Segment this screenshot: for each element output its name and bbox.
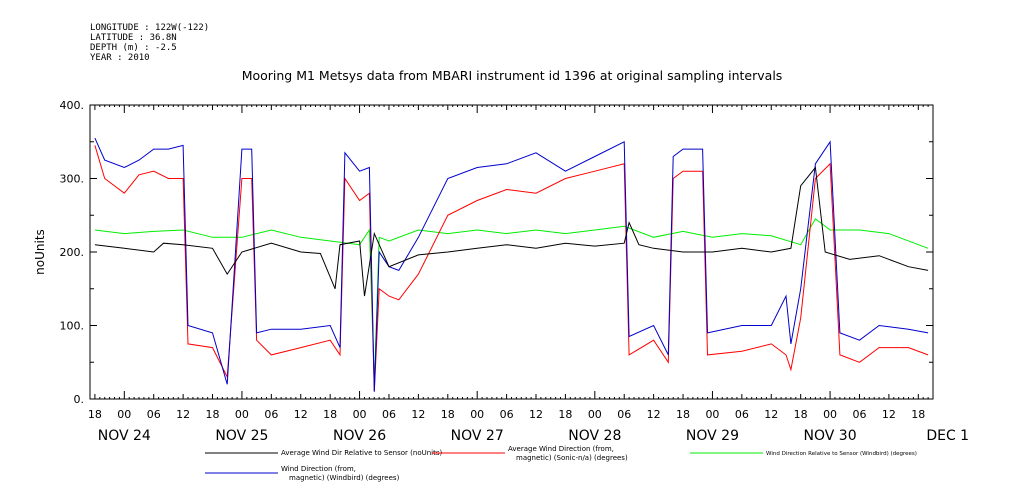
header-info: LONGITUDE : 122W(-122) LATITUDE : 36.8N … bbox=[90, 23, 209, 63]
day-label: NOV 24 bbox=[98, 428, 151, 444]
x-tick-label: 18 bbox=[88, 408, 102, 421]
x-tick-label: 00 bbox=[353, 408, 367, 421]
x-tick-label: 18 bbox=[323, 408, 337, 421]
x-tick-label: 00 bbox=[705, 408, 719, 421]
series-line-3 bbox=[94, 137, 929, 392]
legend-label-1: Average Wind Direction (from, magnetic) (… bbox=[508, 445, 628, 462]
x-tick-label: 00 bbox=[823, 408, 837, 421]
depth-label: DEPTH (m) : -2.5 bbox=[90, 43, 177, 53]
x-tick-label: 12 bbox=[882, 408, 896, 421]
y-axis-label: noUnits bbox=[33, 229, 47, 275]
x-tick-label: 12 bbox=[529, 408, 543, 421]
x-tick-label: 12 bbox=[411, 408, 425, 421]
day-label: NOV 30 bbox=[804, 428, 857, 444]
y-tick-label: 400. bbox=[60, 99, 85, 112]
day-label: NOV 25 bbox=[215, 428, 268, 444]
x-tick-label: 18 bbox=[794, 408, 808, 421]
x-tick-label: 18 bbox=[911, 408, 925, 421]
x-tick-label: 18 bbox=[441, 408, 455, 421]
x-tick-label: 12 bbox=[294, 408, 308, 421]
x-axis: 18 00 06 12 18 00 06 12 18 00 06 12 18 00 06 12 18 00 06 12… bbox=[88, 105, 969, 444]
legend-label-3: Wind Direction (from, magnetic) (Windbird… bbox=[281, 465, 400, 482]
series-line-1 bbox=[94, 145, 929, 392]
x-tick-label: 00 bbox=[588, 408, 602, 421]
x-tick-label: 06 bbox=[852, 408, 866, 421]
x-tick-label: 12 bbox=[176, 408, 190, 421]
x-tick-label: 00 bbox=[235, 408, 249, 421]
day-label: DEC 1 bbox=[926, 428, 969, 444]
x-tick-label: 18 bbox=[558, 408, 572, 421]
year-label: YEAR : 2010 bbox=[90, 53, 150, 63]
latitude-label: LATITUDE : 36.8N bbox=[90, 33, 177, 43]
plot-series bbox=[94, 137, 929, 392]
x-tick-label: 06 bbox=[617, 408, 631, 421]
x-tick-label: 18 bbox=[206, 408, 220, 421]
y-tick-label: 0. bbox=[74, 393, 85, 406]
legend-label-0: Average Wind Dir Relative to Sensor (noU… bbox=[281, 449, 442, 457]
y-tick-label: 300. bbox=[60, 173, 85, 186]
longitude-label: LONGITUDE : 122W(-122) bbox=[90, 23, 209, 33]
series-line-2 bbox=[94, 218, 929, 385]
y-tick-label: 100. bbox=[60, 320, 85, 333]
x-tick-label: 12 bbox=[764, 408, 778, 421]
x-tick-label: 06 bbox=[382, 408, 396, 421]
y-axis: 0. 100. 200. 300. 400. bbox=[60, 99, 933, 406]
y-tick-label: 200. bbox=[60, 246, 85, 259]
x-tick-label: 18 bbox=[676, 408, 690, 421]
day-label: NOV 27 bbox=[451, 428, 504, 444]
x-tick-label: 06 bbox=[147, 408, 161, 421]
x-tick-label: 06 bbox=[264, 408, 278, 421]
legend: Average Wind Dir Relative to Sensor (noU… bbox=[205, 445, 917, 482]
x-tick-label: 06 bbox=[735, 408, 749, 421]
x-tick-label: 06 bbox=[500, 408, 514, 421]
day-label: NOV 28 bbox=[568, 428, 621, 444]
x-tick-label: 12 bbox=[647, 408, 661, 421]
x-tick-label: 00 bbox=[470, 408, 484, 421]
day-label: NOV 26 bbox=[333, 428, 386, 444]
chart-title: Mooring M1 Metsys data from MBARI instru… bbox=[242, 68, 783, 83]
series-line-0 bbox=[94, 166, 929, 297]
legend-label-2: Wind Direction Relative to Sensor (Windb… bbox=[766, 451, 917, 457]
day-label: NOV 29 bbox=[686, 428, 739, 444]
x-tick-label: 00 bbox=[117, 408, 131, 421]
